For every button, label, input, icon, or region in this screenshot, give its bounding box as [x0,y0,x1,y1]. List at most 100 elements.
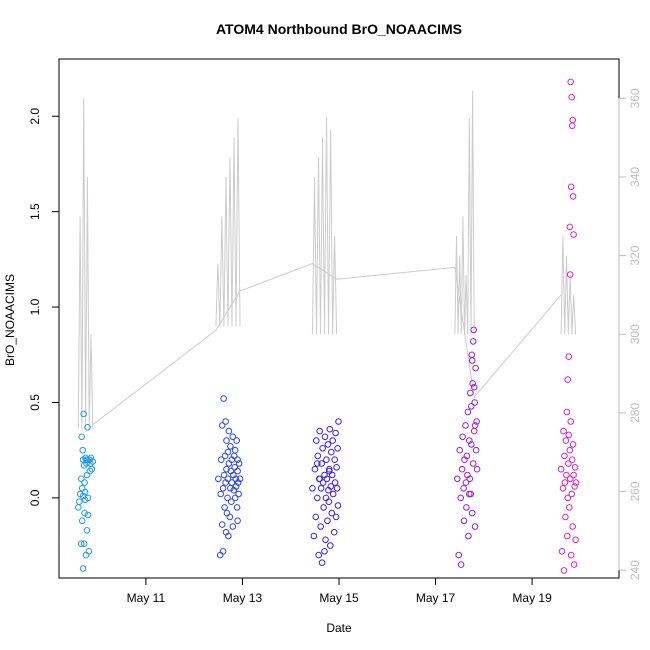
scatter-point [229,433,237,441]
scatter-point [572,479,580,486]
x-tick-label: May 17 [416,591,456,605]
scatter-point [85,548,93,555]
scatter-point [84,494,92,502]
scatter-point [560,567,568,574]
scatter-point [333,485,341,492]
scatter-point [310,532,318,540]
scatter-point [215,475,222,483]
scatter-point [87,454,95,462]
scatter-point [75,504,82,511]
scatter-point [316,427,324,435]
scatter-point [323,475,331,483]
y-tick-label: 0.5 [28,394,42,411]
y2-tick-label: 360 [628,88,642,108]
scatter-point [321,548,328,555]
scatter-point [467,389,474,397]
scatter-point [86,456,93,464]
scatter-point [83,527,91,534]
scatter-point [220,471,228,479]
scatter-point [83,456,91,464]
scatter-point [335,418,342,425]
scatter-point [566,475,574,483]
scatter-point [470,427,478,435]
scatter-point [326,465,333,473]
scatter-point [331,456,339,464]
scatter-point [318,460,325,467]
scatter-point [567,183,575,191]
scatter-point [571,464,579,471]
scatter-point [566,271,574,278]
scatter-point [564,494,572,502]
axes: 0.0 0.5 1.0 1.5 2.0 May 11 May 13 May 15 May 17 M… [28,88,642,605]
scatter-point [325,498,333,506]
scatter-point [88,465,96,473]
scatter-point [473,465,481,473]
scatter-point [221,504,228,511]
scatter-point [234,517,241,525]
scatter-point [470,383,478,391]
scatter-point [219,548,227,555]
scatter-point [466,437,473,444]
scatter-point [471,523,479,530]
scatter-point [567,78,575,86]
scatter-point [468,351,476,359]
y2-tick-label: 340 [628,167,642,187]
scatter-point [321,433,329,441]
scatter-point [572,536,579,544]
altitude-flight-segment [215,117,241,327]
altitude-flight-segment [311,117,338,335]
scatter-point [557,465,565,473]
scatter-point [330,528,338,536]
y2-tick-label: 300 [628,324,642,344]
scatter-point [561,452,568,460]
scatter-point [221,452,229,460]
x-tick-label: May 19 [512,591,552,605]
scatter-point [571,483,578,490]
scatter-point [567,418,575,425]
scatter-point [233,437,240,444]
scatter-point [82,551,90,559]
scatter-point [318,559,326,567]
scatter-point [328,471,336,479]
scatter-point [460,485,467,492]
scatter-point [468,403,475,410]
scatter-point [324,441,332,448]
scatter-point [569,193,577,200]
scatter-point [570,231,577,238]
altitude-flight-segment [77,98,94,429]
scatter-point [217,490,224,498]
scatter-point [218,521,226,528]
x-tick-label: May 13 [223,591,263,605]
bro-scatter-series [75,78,580,574]
scatter-point [236,475,244,483]
scatter-point [465,532,472,540]
scatter-point [568,93,576,101]
scatter-point [323,456,330,464]
plot-frame [58,58,620,579]
y-axis-label: BrO_NOAACIMS [3,274,17,366]
scatter-point [231,494,239,502]
scatter-point [79,446,86,454]
scatter-point [570,471,577,479]
scatter-point [458,465,466,473]
scatter-point [469,338,477,345]
scatter-point [570,561,578,568]
chart-title: ATOM4 Northbound BrO_NOAACIMS [216,21,462,37]
scatter-point [326,425,334,433]
scatter-point [216,551,224,559]
scatter-point [559,485,567,492]
scatter-point [235,490,242,498]
scatter-point [564,532,571,540]
scatter-point [569,523,577,530]
scatter-point [234,456,241,464]
scatter-point [567,551,575,559]
scatter-point [457,561,465,568]
scatter-point [328,509,336,517]
scatter-point [319,445,326,452]
y2-tick-label: 240 [628,560,642,580]
y2-tick-label: 260 [628,481,642,501]
scatter-point [314,452,322,460]
scatter-point [468,441,475,448]
y2-tick-label: 280 [628,403,642,423]
